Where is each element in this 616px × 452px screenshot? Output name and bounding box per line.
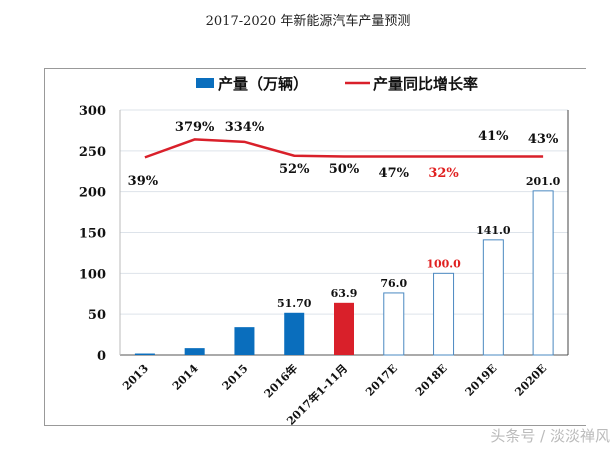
line-data-label: 50% (329, 162, 360, 177)
bar-data-label: 141.0 (476, 224, 511, 237)
legend-bar-label: 产量（万辆） (218, 75, 308, 93)
y-tick-label: 200 (79, 186, 106, 201)
bar (234, 327, 255, 355)
bar (184, 348, 205, 355)
bar (134, 353, 155, 355)
line-data-label: 52% (279, 162, 310, 177)
legend-line-label: 产量同比增长率 (373, 75, 478, 93)
x-tick-label: 2019E (463, 362, 500, 399)
x-tick-label: 2015 (220, 362, 251, 393)
bar (532, 190, 554, 356)
line-data-label: 32% (428, 166, 459, 181)
watermark: 头条号 / 淡淡禅风 (490, 427, 610, 445)
bar (433, 272, 455, 356)
bar-data-label: 51.70 (277, 297, 312, 310)
y-tick-label: 150 (79, 227, 106, 242)
line-data-label: 41% (478, 129, 509, 144)
y-tick-label: 0 (97, 349, 106, 364)
chart-frame (44, 68, 586, 426)
x-tick-label: 2014 (170, 362, 201, 393)
line-data-label: 43% (528, 132, 559, 147)
line-data-label: 47% (379, 166, 410, 181)
bar-data-label: 63.9 (331, 287, 358, 300)
growth-line (144, 138, 544, 159)
y-tick-label: 250 (79, 145, 106, 160)
legend-bar-swatch (196, 78, 214, 88)
bar (482, 239, 504, 356)
bar-data-label: 76.0 (380, 277, 407, 290)
bar (284, 312, 305, 355)
bar (334, 302, 354, 355)
y-tick-label: 50 (88, 308, 106, 323)
y-tick-label: 100 (79, 267, 106, 282)
chart-title: 2017-2020 年新能源汽车产量预测 (205, 14, 411, 29)
x-tick-label: 2016年 (261, 361, 300, 400)
x-tick-label: 2013 (120, 362, 151, 393)
x-tick-label: 2017E (363, 362, 400, 399)
bar-data-label: 201.0 (526, 175, 561, 188)
bar (383, 292, 405, 356)
line-data-label: 334% (225, 120, 265, 135)
x-tick-label: 2018E (413, 362, 450, 399)
y-tick-label: 300 (79, 104, 106, 119)
bar-data-label: 100.0 (426, 257, 461, 270)
line-data-label: 39% (128, 174, 159, 189)
line-data-label: 379% (175, 120, 215, 135)
x-tick-label: 2020E (512, 362, 549, 399)
